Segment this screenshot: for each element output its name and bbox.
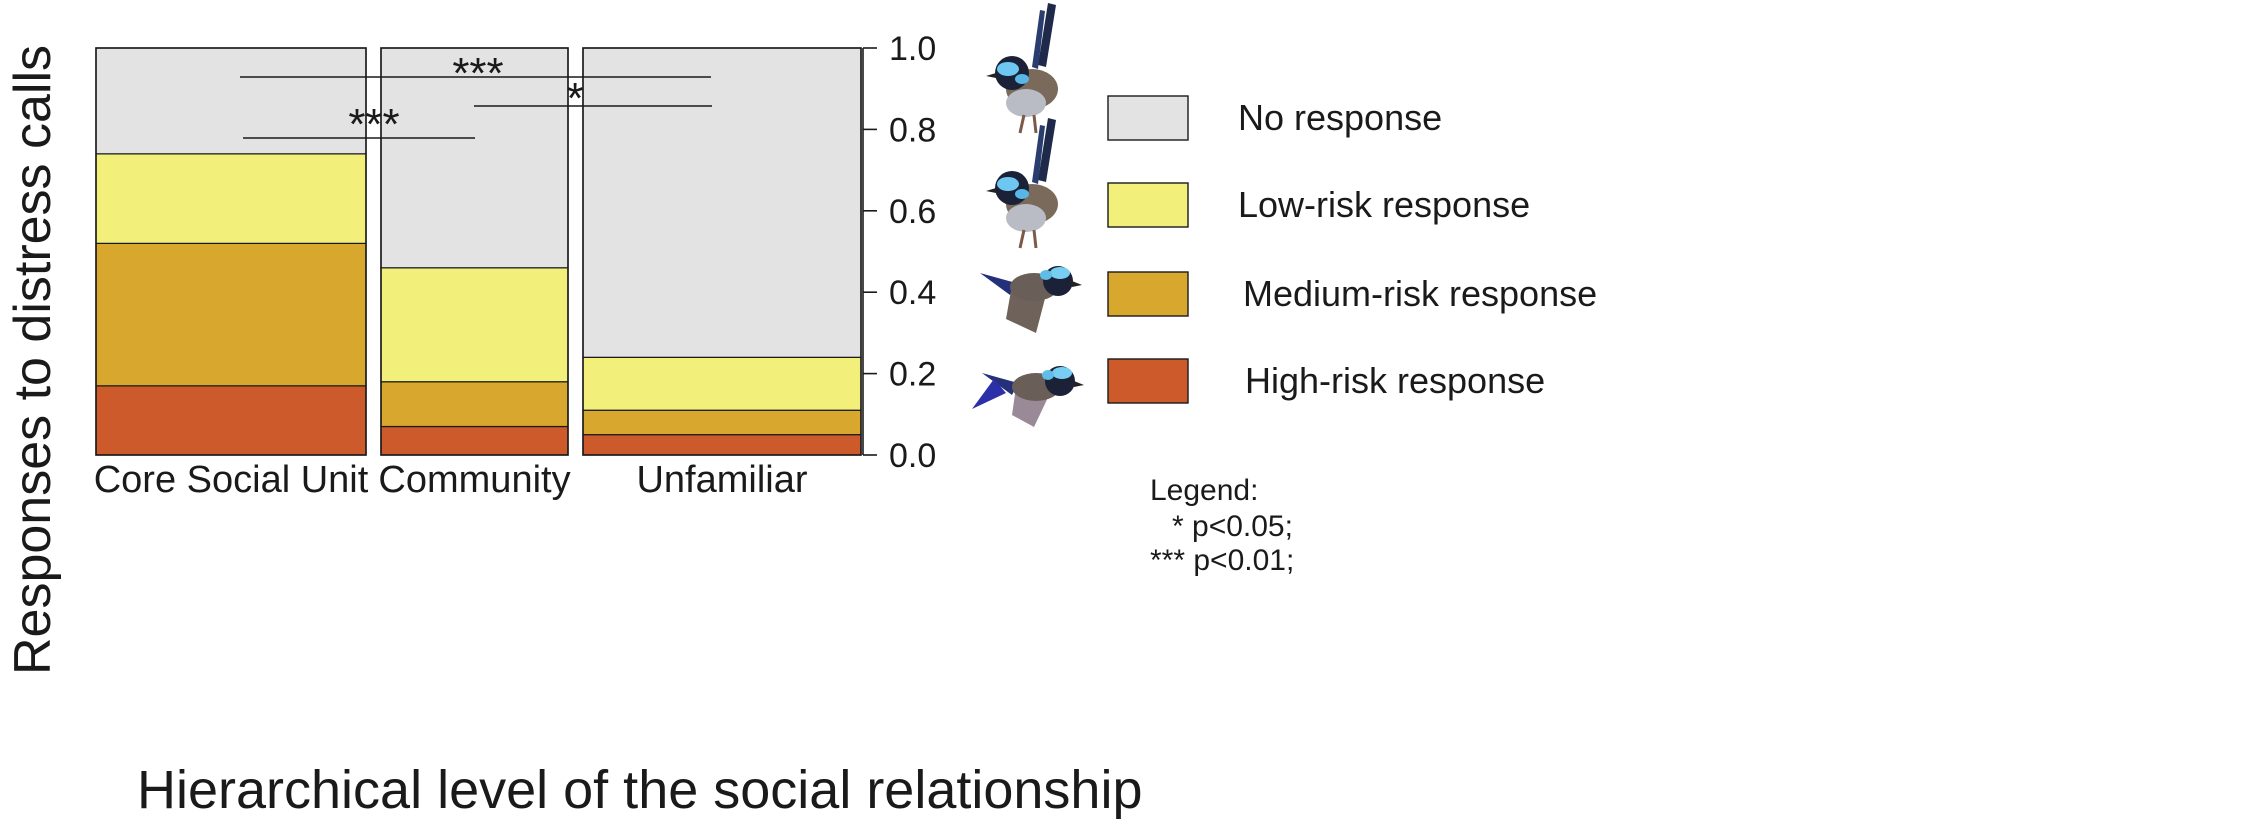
bar-group-unfamiliar <box>582 47 862 456</box>
bar-segment-unfamiliar-no-response <box>582 47 862 358</box>
bars-layer <box>95 47 862 456</box>
bar-segment-core-social-unit-high-risk-response <box>95 385 367 456</box>
bar-segment-community-high-risk-response <box>380 425 569 456</box>
y-tick-label: 1.0 <box>889 30 936 68</box>
bar-group-core-social-unit <box>95 47 367 456</box>
flying-fairywren-icon <box>980 266 1082 333</box>
significance-legend: Legend:* p<0.05;*** p<0.01; <box>1150 474 1294 577</box>
x-tick-label-unfamiliar: Unfamiliar <box>636 459 807 501</box>
perched-fairywren-icon <box>986 118 1058 249</box>
bar-segment-core-social-unit-medium-risk-response <box>95 242 367 387</box>
y-tick-label: 0.0 <box>889 437 936 475</box>
significance-layer: ******* <box>240 49 712 149</box>
perched-fairywren-icon <box>986 3 1058 134</box>
significance-legend-item: *** p<0.01; <box>1150 544 1294 577</box>
y-tick-label: 0.2 <box>889 356 936 394</box>
bird-illustrations <box>972 3 1084 427</box>
legend-label-high-risk-response: High-risk response <box>1245 360 1545 401</box>
y-tick-label: 0.6 <box>889 193 936 231</box>
legend-swatch-medium-risk-response <box>1107 271 1189 317</box>
y-axis-label: Responses to distress calls <box>4 45 62 675</box>
x-axis-label: Hierarchical level of the social relatio… <box>137 760 1143 820</box>
bar-segment-community-no-response <box>380 47 569 269</box>
bar-segment-unfamiliar-low-risk-response <box>582 356 862 411</box>
bar-outline-unfamiliar <box>582 47 862 456</box>
legend-swatch-no-response <box>1107 95 1189 141</box>
significance-legend-title: Legend: <box>1150 474 1258 507</box>
bar-group-community <box>380 47 569 456</box>
bar-segment-core-social-unit-no-response <box>95 47 367 155</box>
y-tick-label: 0.8 <box>889 111 936 149</box>
legend-swatch-high-risk-response <box>1107 358 1189 404</box>
bar-segment-community-low-risk-response <box>380 267 569 383</box>
significance-label: * <box>566 74 583 123</box>
bar-outline-core-social-unit <box>95 47 367 456</box>
legend-label-medium-risk-response: Medium-risk response <box>1243 273 1597 314</box>
bar-outline-community <box>380 47 569 456</box>
bar-segment-unfamiliar-high-risk-response <box>582 434 862 456</box>
x-axis-ticks: Core Social Unit Community Unfamiliar <box>94 459 808 501</box>
significance-label: *** <box>452 49 503 98</box>
flying-fairywren-icon <box>972 366 1084 427</box>
legend: No response Low-risk response Medium-risk … <box>1107 95 1597 404</box>
legend-label-no-response: No response <box>1238 97 1442 138</box>
y-tick-label: 0.4 <box>889 274 936 312</box>
significance-label: *** <box>348 100 399 149</box>
bar-segment-community-medium-risk-response <box>380 381 569 428</box>
x-tick-label-community: Community <box>378 459 570 501</box>
bar-segment-unfamiliar-medium-risk-response <box>582 409 862 436</box>
significance-legend-item: * p<0.05; <box>1172 510 1293 543</box>
legend-swatch-low-risk-response <box>1107 182 1189 228</box>
x-tick-label-core-social-unit: Core Social Unit <box>94 459 369 501</box>
legend-label-low-risk-response: Low-risk response <box>1238 184 1530 225</box>
y-axis: 0.0 0.2 0.4 0.6 0.8 1.0 <box>862 30 936 475</box>
bar-segment-core-social-unit-low-risk-response <box>95 153 367 244</box>
